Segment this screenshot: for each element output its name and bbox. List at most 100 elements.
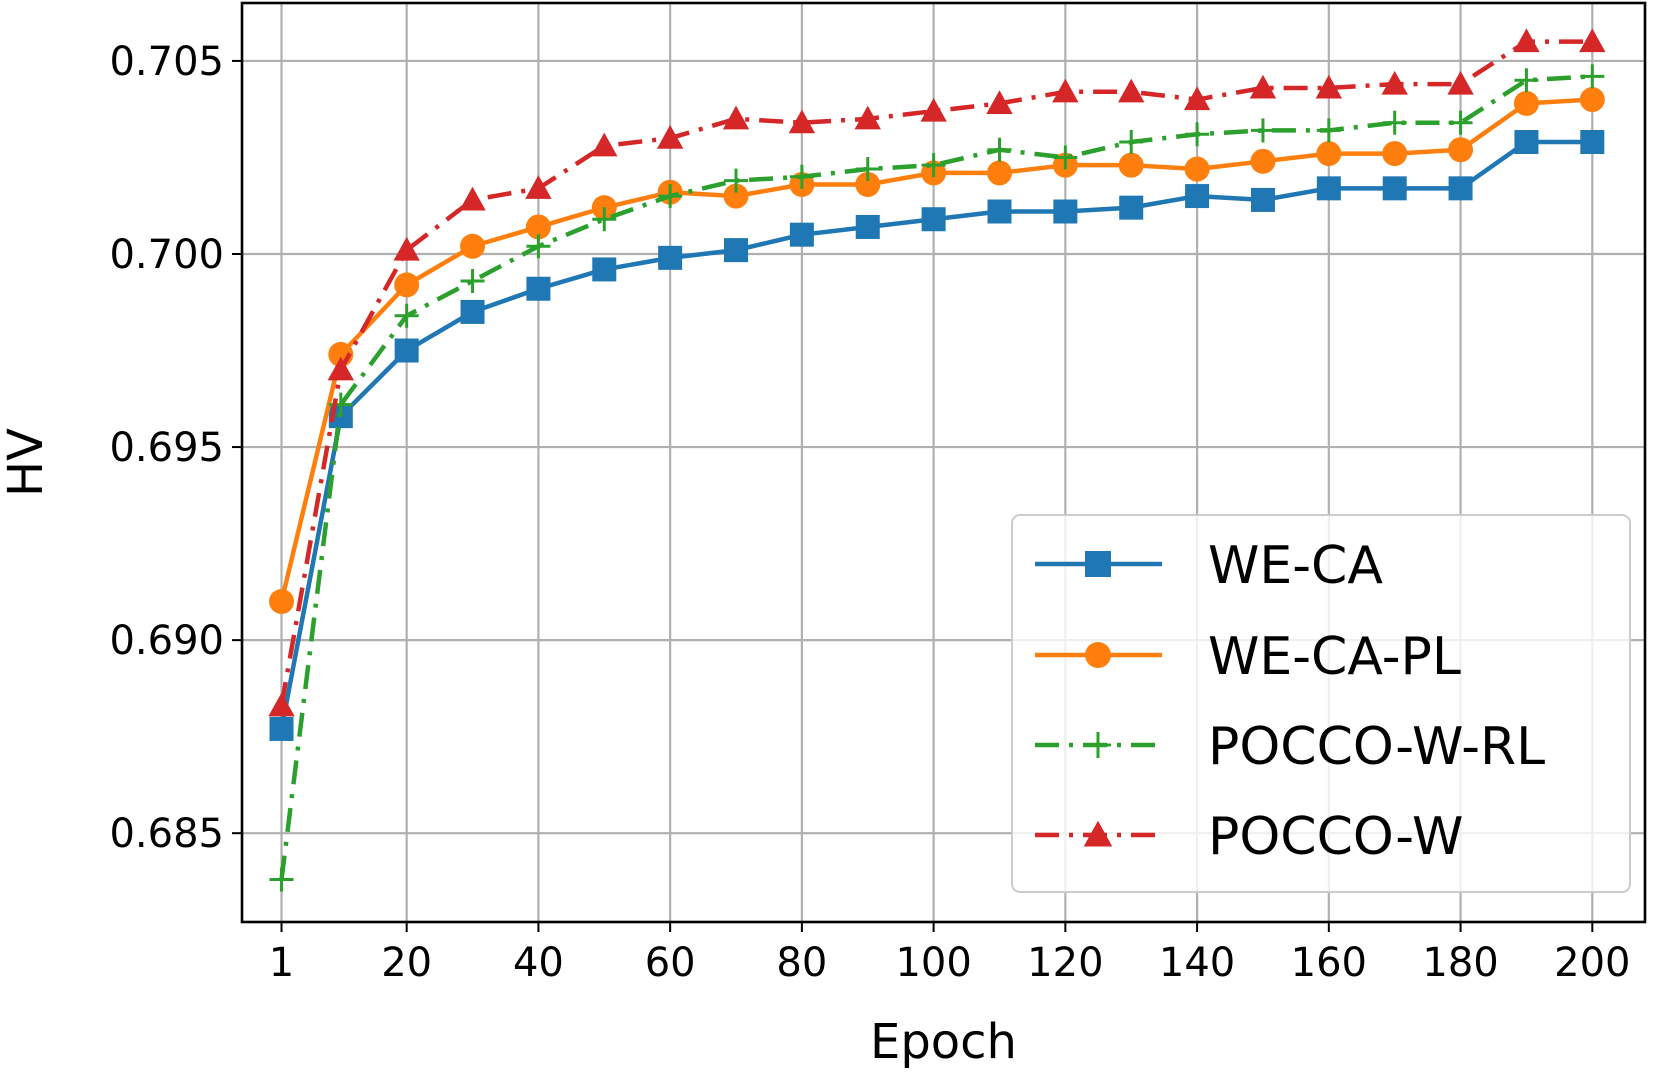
legend-marker bbox=[1085, 551, 1111, 577]
y-tick-label: 0.700 bbox=[109, 232, 224, 278]
data-point bbox=[1513, 28, 1540, 53]
data-point bbox=[987, 199, 1012, 224]
data-point bbox=[592, 257, 617, 282]
legend-label: POCCO-W bbox=[1208, 807, 1463, 867]
y-tick-label: 0.685 bbox=[109, 811, 224, 857]
data-point bbox=[1448, 176, 1473, 201]
data-point bbox=[268, 692, 295, 717]
x-tick-label: 200 bbox=[1554, 940, 1630, 986]
data-point bbox=[394, 338, 419, 363]
data-point bbox=[1382, 141, 1408, 167]
legend-item: POCCO-W bbox=[1035, 807, 1463, 867]
data-point bbox=[921, 153, 946, 178]
data-point bbox=[987, 137, 1012, 162]
data-point bbox=[1184, 156, 1210, 182]
data-point bbox=[526, 234, 551, 259]
legend-marker bbox=[1083, 820, 1113, 847]
x-tick-label: 140 bbox=[1159, 940, 1235, 986]
data-point bbox=[788, 109, 816, 134]
data-point bbox=[724, 168, 749, 193]
data-point bbox=[393, 236, 420, 261]
data-point bbox=[855, 157, 880, 182]
legend-item: WE-CA bbox=[1035, 536, 1383, 596]
data-point bbox=[327, 356, 355, 381]
legend-box bbox=[1011, 514, 1631, 893]
data-point bbox=[591, 132, 618, 157]
y-tick-label: 0.690 bbox=[109, 618, 224, 664]
series-line bbox=[279, 74, 1593, 880]
data-point bbox=[658, 184, 683, 209]
data-point bbox=[1382, 110, 1407, 135]
data-point bbox=[789, 222, 814, 247]
data-point bbox=[1514, 68, 1539, 93]
x-tick-label: 100 bbox=[895, 940, 971, 986]
legend-item: POCCO-W-RL bbox=[1035, 717, 1545, 777]
data-point bbox=[1580, 64, 1605, 89]
data-point bbox=[920, 97, 947, 122]
data-point bbox=[724, 238, 749, 263]
data-point bbox=[1119, 130, 1144, 155]
data-point bbox=[269, 716, 294, 741]
data-point bbox=[986, 160, 1012, 186]
x-tick-label: 80 bbox=[776, 940, 827, 986]
data-point bbox=[1513, 90, 1539, 116]
x-tick-label: 60 bbox=[645, 940, 696, 986]
data-point bbox=[525, 175, 552, 199]
data-point bbox=[1580, 130, 1605, 155]
legend-label: WE-CA bbox=[1208, 536, 1383, 596]
data-point bbox=[1185, 122, 1210, 147]
legend-label: WE-CA-PL bbox=[1208, 627, 1461, 687]
data-point bbox=[526, 276, 551, 301]
data-point bbox=[789, 164, 814, 189]
legend: WE-CA WE-CA-PL POCCO-W-RL POCCO-W bbox=[1011, 514, 1631, 893]
data-point bbox=[460, 233, 486, 259]
plot-frame bbox=[240, 1, 1647, 924]
data-point bbox=[1053, 199, 1078, 224]
data-point bbox=[722, 105, 750, 130]
data-point bbox=[1250, 187, 1275, 212]
data-point bbox=[986, 90, 1013, 114]
data-point bbox=[1183, 86, 1211, 111]
x-tick-label: 160 bbox=[1291, 940, 1367, 986]
data-point bbox=[592, 207, 617, 232]
y-tick-label: 0.705 bbox=[109, 39, 224, 85]
data-point bbox=[1579, 28, 1606, 53]
x-tick-label: 180 bbox=[1422, 940, 1498, 986]
data-point bbox=[1514, 130, 1539, 155]
data-point bbox=[1053, 145, 1078, 170]
data-point bbox=[1119, 195, 1144, 220]
y-tick-label: 0.695 bbox=[109, 425, 224, 471]
data-point bbox=[855, 171, 881, 197]
data-point bbox=[460, 299, 485, 324]
x-tick-label: 20 bbox=[381, 940, 432, 986]
data-point bbox=[459, 186, 486, 211]
series-pocco-w bbox=[268, 28, 1606, 717]
y-axis-title: HV bbox=[0, 428, 54, 497]
x-tick-label: 120 bbox=[1027, 940, 1103, 986]
data-point bbox=[1316, 141, 1342, 167]
data-point bbox=[854, 105, 881, 130]
data-point bbox=[269, 867, 294, 892]
data-point bbox=[1118, 152, 1144, 178]
legend-label: POCCO-W-RL bbox=[1208, 717, 1545, 777]
data-point bbox=[1382, 176, 1407, 201]
data-point bbox=[1249, 74, 1277, 99]
data-point bbox=[1315, 74, 1343, 99]
legend-marker bbox=[1085, 642, 1111, 668]
legend-item: WE-CA-PL bbox=[1035, 627, 1461, 687]
data-point bbox=[1185, 184, 1210, 209]
x-tick-label: 1 bbox=[269, 940, 294, 986]
data-point bbox=[1316, 176, 1341, 201]
data-point bbox=[1118, 78, 1145, 103]
series-group bbox=[268, 28, 1606, 892]
data-point bbox=[1579, 87, 1605, 113]
axis-ticks: 1 20 40 60 80 100 120 140 160 180 2000.6850.6900.6… bbox=[109, 39, 1630, 986]
x-tick-label: 40 bbox=[513, 940, 564, 986]
data-point bbox=[658, 245, 683, 270]
data-point bbox=[1250, 118, 1275, 143]
series-line bbox=[279, 39, 1593, 707]
data-point bbox=[1448, 137, 1474, 163]
data-point bbox=[1052, 78, 1079, 103]
data-point bbox=[656, 124, 684, 149]
